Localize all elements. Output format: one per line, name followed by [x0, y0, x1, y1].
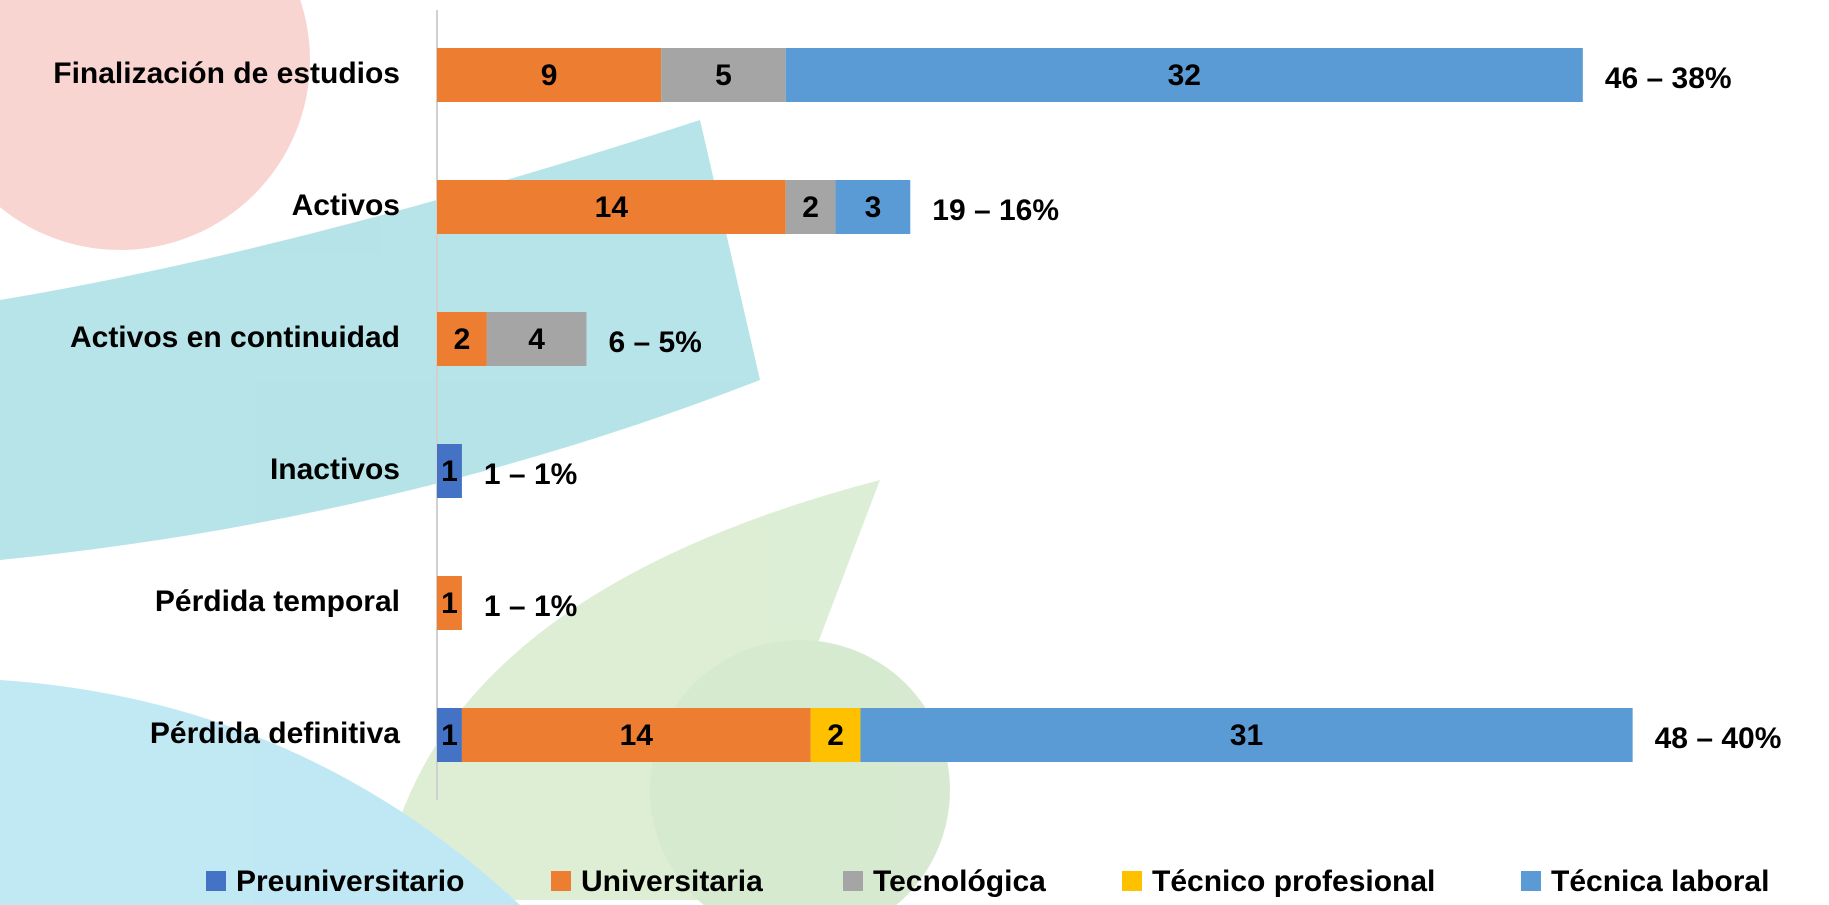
- category-label: Inactivos: [270, 453, 400, 486]
- background-decoration: [0, 0, 950, 905]
- legend-swatch: [551, 871, 571, 891]
- category-label: Pérdida definitiva: [150, 717, 400, 750]
- data-label: 2: [802, 191, 819, 224]
- total-label: 1 – 1%: [484, 458, 577, 491]
- legend-label: Técnica laboral: [1551, 865, 1769, 898]
- legend-swatch: [843, 871, 863, 891]
- legend-swatch: [1521, 871, 1541, 891]
- chart: Finalización de estudios953246 – 38%Acti…: [0, 0, 1829, 905]
- category-label: Finalización de estudios: [53, 57, 400, 90]
- category-label: Pérdida temporal: [155, 585, 400, 618]
- category-label: Activos en continuidad: [70, 321, 400, 354]
- total-label: 6 – 5%: [608, 326, 701, 359]
- data-label: 1: [441, 719, 458, 752]
- legend-swatch: [1122, 871, 1142, 891]
- total-label: 19 – 16%: [932, 194, 1059, 227]
- legend-label: Universitaria: [581, 865, 763, 898]
- data-label: 1: [441, 587, 458, 620]
- data-label: 14: [620, 719, 654, 752]
- legend-label: Tecnológica: [873, 865, 1046, 898]
- data-label: 3: [865, 191, 882, 224]
- data-label: 32: [1168, 59, 1201, 92]
- data-label: 9: [541, 59, 558, 92]
- data-label: 2: [827, 719, 844, 752]
- legend-swatch: [206, 871, 226, 891]
- legend-label: Técnico profesional: [1152, 865, 1435, 898]
- data-label: 1: [441, 455, 458, 488]
- data-label: 2: [454, 323, 471, 356]
- data-label: 4: [528, 323, 545, 356]
- data-label: 14: [595, 191, 629, 224]
- total-label: 1 – 1%: [484, 590, 577, 623]
- data-label: 5: [715, 59, 732, 92]
- category-label: Activos: [292, 189, 400, 222]
- data-label: 31: [1230, 719, 1263, 752]
- total-label: 48 – 40%: [1655, 722, 1782, 755]
- legend-label: Preuniversitario: [236, 865, 464, 898]
- total-label: 46 – 38%: [1605, 62, 1732, 95]
